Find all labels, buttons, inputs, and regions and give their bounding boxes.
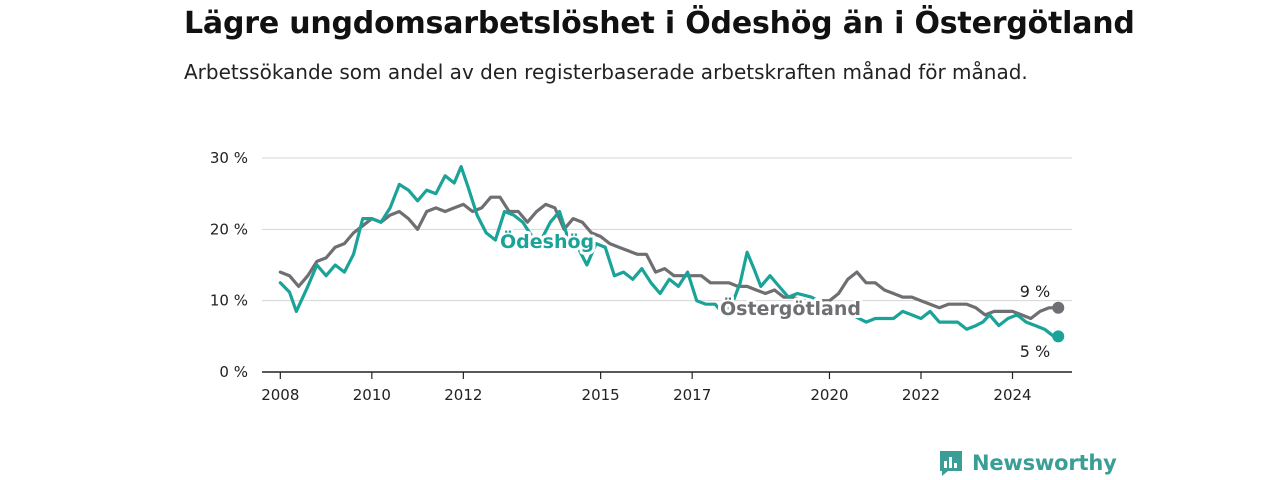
- x-tick-label: 2008: [261, 386, 299, 404]
- odeshog-series-label: Ödeshög: [500, 229, 594, 253]
- ostergotland-end-point: [1052, 301, 1065, 314]
- y-axis-ticks: 0 % 10 % 20 % 30 %: [210, 149, 248, 381]
- page-title: Lägre ungdomsarbetslöshet i Ödeshög än i…: [184, 6, 1135, 41]
- ostergotland-series-label: Östergötland: [720, 296, 861, 320]
- y-tick-label: 0 %: [219, 363, 248, 381]
- odeshog-end-point: [1052, 330, 1065, 343]
- newsworthy-logo-icon: [940, 451, 962, 476]
- brand-name: Newsworthy: [972, 451, 1117, 475]
- ostergotland-line: [278, 195, 1060, 321]
- x-tick-label: 2010: [353, 386, 391, 404]
- x-tick-label: 2020: [810, 386, 848, 404]
- y-tick-label: 30 %: [210, 149, 248, 167]
- series-lines: [278, 165, 1065, 343]
- odeshog-line: [278, 165, 1060, 338]
- y-tick-label: 10 %: [210, 292, 248, 310]
- grid-lines: [262, 157, 1072, 373]
- x-axis-ticks: 2008 2010 2012 2015 2017 2020 2022 2024: [261, 372, 1032, 404]
- page-subtitle: Arbetssökande som andel av den registerb…: [184, 60, 1028, 84]
- x-tick-label: 2024: [993, 386, 1031, 404]
- x-tick-label: 2015: [582, 386, 620, 404]
- x-tick-label: 2017: [673, 386, 711, 404]
- x-tick-label: 2022: [902, 386, 940, 404]
- odeshog-end-label: 5 %: [1020, 342, 1050, 361]
- y-tick-label: 20 %: [210, 220, 248, 238]
- series-labels: Ödeshög Östergötland 9 % 5 %: [497, 226, 1050, 361]
- ostergotland-end-label: 9 %: [1020, 282, 1050, 301]
- x-tick-label: 2012: [444, 386, 482, 404]
- newsworthy-brand[interactable]: Newsworthy: [938, 449, 1117, 477]
